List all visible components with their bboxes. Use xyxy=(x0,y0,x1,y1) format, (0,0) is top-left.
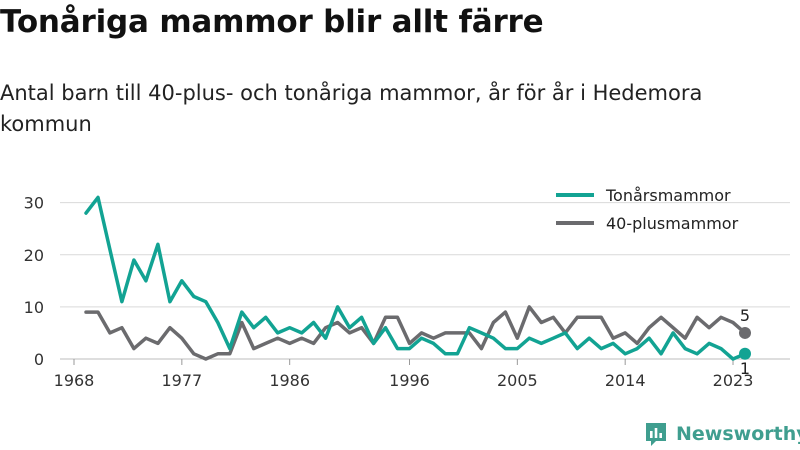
legend-label: Tonårsmammor xyxy=(605,186,731,205)
y-axis-ticks: 0 10 20 30 xyxy=(24,194,44,369)
y-tick-label: 20 xyxy=(24,246,44,265)
chart-subtitle: Antal barn till 40-plus- och tonåriga ma… xyxy=(0,81,703,136)
y-tick-label: 10 xyxy=(24,298,44,317)
legend-label: 40-plusmammor xyxy=(606,214,739,233)
end-value-label: 5 xyxy=(740,306,750,325)
legend: Tonårsmammor 40-plusmammor xyxy=(556,186,739,233)
x-axis-ticks: 1968 1977 1986 1996 2005 2014 2023 xyxy=(54,359,754,390)
x-tick-label: 1977 xyxy=(161,371,202,390)
x-tick-label: 2023 xyxy=(713,371,754,390)
y-tick-label: 0 xyxy=(34,350,44,369)
series-line-40-plusmammor xyxy=(84,305,747,361)
brand-name: Newsworthy xyxy=(676,423,800,445)
series-lines xyxy=(84,195,751,361)
x-tick-label: 2005 xyxy=(497,371,538,390)
y-tick-label: 30 xyxy=(24,194,44,213)
chart-title: Tonåriga mammor blir allt färre xyxy=(0,4,544,40)
end-point-marker xyxy=(739,326,751,339)
x-tick-label: 2014 xyxy=(605,371,646,390)
series-line-tonarsmammor xyxy=(84,195,747,361)
end-point-marker xyxy=(739,347,751,360)
end-value-label: 1 xyxy=(740,359,750,378)
x-tick-label: 1968 xyxy=(54,371,95,390)
end-labels: 15 xyxy=(740,306,750,378)
x-tick-label: 1986 xyxy=(269,371,310,390)
newsworthy-logo-icon xyxy=(646,423,666,446)
brand-logo: Newsworthy xyxy=(644,420,800,448)
x-tick-label: 1996 xyxy=(389,371,430,390)
